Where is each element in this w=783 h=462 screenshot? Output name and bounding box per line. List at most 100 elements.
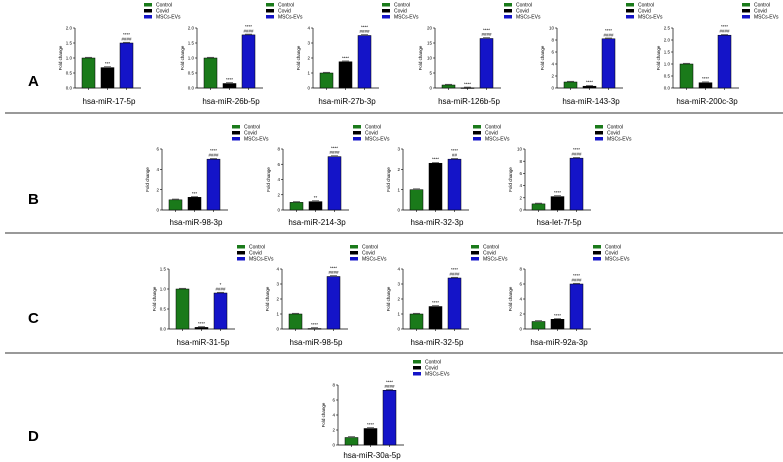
y-tick-label: 2.5	[664, 26, 671, 31]
legend-label: Covid	[483, 251, 496, 257]
legend-swatch	[350, 257, 358, 261]
significance-marker: ****	[432, 300, 439, 305]
legend-label: MSCs-EVs	[425, 372, 450, 378]
legend-label: Covid	[607, 131, 620, 137]
y-tick-label: 2	[519, 195, 522, 200]
bar	[327, 156, 342, 211]
legend-label: Control	[754, 3, 770, 9]
significance-marker-hash: ####	[571, 278, 582, 283]
legend-label: Control	[483, 245, 499, 251]
legend-swatch	[382, 15, 390, 19]
y-tick-label: 1	[397, 312, 400, 317]
panel-title: hsa-miR-143-3p	[562, 97, 620, 106]
significance-marker-hash: ####	[328, 270, 339, 275]
bar	[326, 276, 341, 330]
bar	[288, 313, 303, 330]
significance-marker-hash: ####	[603, 32, 614, 37]
y-tick-label: 15	[427, 41, 433, 46]
legend-swatch	[742, 3, 750, 7]
legend-label: Covid	[362, 251, 375, 257]
legend-label: MSCs-EVs	[638, 15, 663, 21]
significance-marker: ****	[123, 32, 130, 37]
y-tick-label: 0	[519, 208, 522, 213]
significance-marker: ****	[554, 313, 561, 318]
bar	[357, 35, 372, 89]
bar	[409, 189, 424, 211]
legend-label: MSCs-EVs	[278, 15, 303, 21]
row-letter: C	[28, 310, 39, 327]
y-tick-label: 2	[156, 187, 159, 192]
legend-swatch	[473, 125, 481, 129]
y-axis-title: Fold change	[386, 286, 391, 311]
legend-label: Control	[394, 3, 410, 9]
legend-swatch	[144, 15, 152, 19]
y-tick-label: 0	[276, 327, 279, 332]
legend-label: MSCs-EVs	[607, 137, 632, 143]
legend-swatch	[144, 9, 152, 13]
bar	[81, 57, 96, 89]
y-tick-label: 10	[517, 147, 523, 152]
significance-marker-hash: ####	[243, 28, 254, 33]
legend-swatch	[232, 131, 240, 135]
significance-marker: ****	[451, 267, 458, 272]
bar	[531, 203, 546, 211]
y-tick-label: 1.5	[664, 50, 671, 55]
legend-swatch	[353, 125, 361, 129]
y-tick-label: 0.0	[188, 86, 195, 91]
significance-marker: ****	[226, 77, 233, 82]
bar	[601, 38, 616, 89]
legend-label: Covid	[754, 9, 767, 15]
y-tick-label: 6	[551, 50, 554, 55]
y-tick-label: 2	[519, 312, 522, 317]
bar	[194, 327, 209, 330]
bar	[363, 428, 378, 446]
y-tick-label: 2	[397, 167, 400, 172]
significance-marker-hash: ####	[121, 37, 132, 42]
significance-marker-hash: ####	[329, 150, 340, 155]
significance-marker: ****	[554, 190, 561, 195]
legend-label: Control	[365, 125, 381, 131]
y-tick-label: 2.0	[66, 26, 73, 31]
legend-label: MSCs-EVs	[244, 137, 269, 143]
y-tick-label: 2	[276, 297, 279, 302]
y-tick-label: 6	[519, 171, 522, 176]
legend-swatch	[626, 3, 634, 7]
panel-title: hsa-miR-200c-3p	[676, 97, 738, 106]
row-letter: B	[28, 191, 39, 208]
row-letter: A	[28, 73, 39, 90]
y-tick-label: 0	[429, 86, 432, 91]
legend-swatch	[382, 9, 390, 13]
y-tick-label: 2	[551, 74, 554, 79]
bar	[563, 81, 578, 89]
y-tick-label: 1	[276, 312, 279, 317]
y-tick-label: 6	[277, 162, 280, 167]
significance-marker-hash: ####	[719, 29, 730, 34]
y-tick-label: 5	[429, 71, 432, 76]
y-axis-title: Fold change	[266, 167, 271, 192]
legend-swatch	[413, 372, 421, 376]
legend-swatch	[382, 3, 390, 7]
legend-swatch	[742, 9, 750, 13]
significance-marker: ****	[573, 147, 580, 152]
y-tick-label: 1	[307, 71, 310, 76]
significance-marker: ****	[210, 148, 217, 153]
y-tick-label: 0	[332, 443, 335, 448]
legend-swatch	[350, 245, 358, 249]
bar	[428, 162, 443, 211]
bar	[582, 85, 597, 89]
panel-title: hsa-miR-31-5p	[177, 338, 230, 347]
legend-swatch	[504, 3, 512, 7]
legend-swatch	[471, 245, 479, 249]
y-tick-label: 6	[332, 398, 335, 403]
